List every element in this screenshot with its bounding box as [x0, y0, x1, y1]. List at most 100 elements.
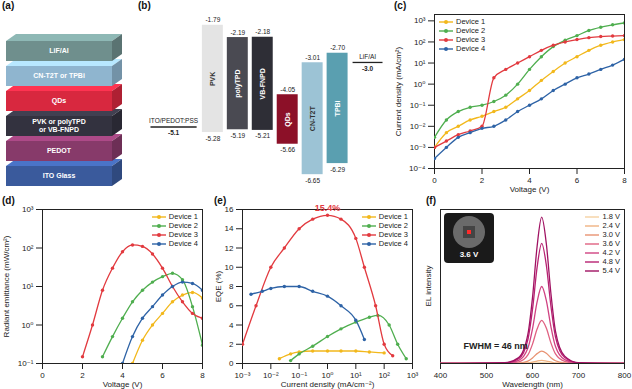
svg-text:LiF/Al: LiF/Al	[359, 53, 376, 60]
svg-text:-3.0: -3.0	[362, 65, 374, 72]
html-text:Device 2: Device 2	[456, 26, 486, 35]
svg-text:10⁻³: 10⁻³	[410, 143, 426, 152]
svg-text:10⁻²: 10⁻²	[410, 122, 426, 131]
svg-text:PVK or polyTPD: PVK or polyTPD	[32, 118, 86, 126]
svg-text:-2.18: -2.18	[255, 28, 270, 35]
svg-text:6: 6	[575, 176, 580, 185]
svg-text:-6.29: -6.29	[330, 166, 345, 173]
svg-text:0: 0	[229, 359, 234, 368]
html-text:Device 1: Device 1	[168, 212, 198, 221]
svg-text:8: 8	[200, 371, 205, 380]
svg-text:10⁻⁴: 10⁻⁴	[409, 164, 426, 173]
svg-text:-1.79: -1.79	[205, 16, 220, 23]
svg-text:6: 6	[229, 301, 234, 310]
html-text:Device 4: Device 4	[456, 44, 486, 53]
svg-text:Voltage (V): Voltage (V)	[103, 380, 143, 389]
svg-text:2: 2	[480, 176, 485, 185]
svg-text:Current density (mA/cm⁻²): Current density (mA/cm⁻²)	[281, 380, 375, 389]
svg-text:QDs: QDs	[284, 112, 292, 127]
svg-text:8: 8	[622, 176, 627, 185]
svg-text:15.4%: 15.4%	[315, 203, 341, 213]
svg-text:10¹: 10¹	[350, 371, 362, 381]
svg-text:10: 10	[225, 263, 234, 272]
svg-text:TPBi: TPBi	[334, 100, 341, 116]
svg-text:-5.1: -5.1	[168, 129, 180, 136]
svg-text:400: 400	[434, 371, 448, 380]
svg-text:10⁰: 10⁰	[321, 371, 334, 381]
svg-text:10¹: 10¹	[414, 59, 426, 68]
svg-text:PEDOT: PEDOT	[47, 147, 72, 154]
html-text:Device 4: Device 4	[168, 239, 198, 248]
svg-text:10⁻¹: 10⁻¹	[18, 359, 34, 368]
svg-text:Wavelength (nm): Wavelength (nm)	[502, 380, 563, 389]
html-text:3.6 V: 3.6 V	[459, 250, 479, 259]
svg-text:LiF/Al: LiF/Al	[49, 47, 68, 54]
svg-text:500: 500	[480, 371, 494, 380]
svg-text:10³: 10³	[22, 205, 34, 214]
html-text:Device 1: Device 1	[378, 212, 408, 221]
svg-text:0: 0	[432, 176, 437, 185]
svg-text:12: 12	[225, 244, 234, 253]
svg-text:0: 0	[40, 371, 45, 380]
html-text:Device 3: Device 3	[456, 35, 486, 44]
svg-text:-5.19: -5.19	[230, 132, 245, 139]
svg-text:FWHM = 46 nm: FWHM = 46 nm	[464, 341, 528, 351]
svg-text:10⁻¹: 10⁻¹	[410, 101, 426, 110]
svg-text:ITO/PEDOT:PSS: ITO/PEDOT:PSS	[149, 117, 199, 124]
svg-text:2: 2	[80, 371, 85, 380]
svg-text:10⁻³: 10⁻³	[235, 371, 251, 380]
html-text:Device 3: Device 3	[378, 230, 408, 239]
html-text:Device 2: Device 2	[168, 221, 198, 230]
svg-text:10⁻¹: 10⁻¹	[291, 371, 308, 381]
svg-text:ITO Glass: ITO Glass	[43, 172, 76, 179]
svg-text:or VB-FNPD: or VB-FNPD	[39, 126, 79, 133]
svg-text:800: 800	[618, 371, 632, 380]
svg-text:10²: 10²	[22, 244, 34, 253]
svg-text:8: 8	[229, 282, 234, 291]
html-text:Device 3: Device 3	[168, 230, 198, 239]
svg-text:-4.05: -4.05	[280, 86, 295, 93]
svg-text:VB-FNPD: VB-FNPD	[259, 68, 266, 99]
svg-text:10¹: 10¹	[22, 282, 34, 291]
svg-text:EQE (%): EQE (%)	[214, 270, 223, 302]
svg-text:600: 600	[525, 371, 540, 381]
svg-text:-2.70: -2.70	[330, 44, 345, 51]
svg-text:6: 6	[160, 371, 165, 380]
svg-text:10⁻²: 10⁻²	[263, 371, 279, 380]
html-text:(d): (d)	[2, 195, 15, 206]
svg-text:700: 700	[572, 371, 586, 380]
html-text:EL intensity: EL intensity	[424, 265, 433, 307]
html-text:Device 1: Device 1	[456, 17, 486, 26]
svg-text:CN-T2T or TPBi: CN-T2T or TPBi	[33, 72, 85, 79]
html-text:Device 4: Device 4	[378, 239, 408, 248]
svg-text:polyTPD: polyTPD	[234, 69, 242, 97]
svg-text:Radiant emittance (mW/cm²): Radiant emittance (mW/cm²)	[2, 235, 11, 337]
svg-text:14: 14	[225, 224, 234, 233]
html-text:(e): (e)	[214, 195, 227, 206]
svg-text:16: 16	[225, 205, 234, 214]
svg-text:-5.66: -5.66	[280, 146, 295, 153]
svg-text:10⁰: 10⁰	[413, 80, 425, 89]
svg-text:-2.19: -2.19	[230, 29, 245, 36]
html-text:Device 2: Device 2	[378, 221, 408, 230]
svg-text:10³: 10³	[414, 16, 426, 25]
svg-text:-6.65: -6.65	[305, 177, 320, 184]
svg-text:10²: 10²	[378, 371, 390, 380]
svg-text:-3.01: -3.01	[305, 54, 320, 61]
svg-text:-5.28: -5.28	[205, 135, 220, 142]
svg-text:PVK: PVK	[209, 72, 216, 86]
svg-text:-5.21: -5.21	[255, 132, 270, 139]
svg-text:CN-T2T: CN-T2T	[309, 106, 316, 132]
svg-text:10⁰: 10⁰	[21, 321, 33, 330]
html-text:(a): (a)	[2, 0, 15, 11]
html-text:(b): (b)	[138, 0, 151, 11]
html-text:(f): (f)	[426, 195, 436, 206]
svg-text:Current density (mA/cm²): Current density (mA/cm²)	[394, 46, 403, 136]
html-text:(c): (c)	[394, 0, 407, 11]
svg-text:QDs: QDs	[52, 97, 67, 105]
svg-text:10²: 10²	[414, 38, 426, 47]
svg-text:2: 2	[229, 340, 234, 349]
svg-text:4: 4	[229, 321, 234, 330]
svg-text:10³: 10³	[407, 371, 419, 380]
svg-text:Voltage (V): Voltage (V)	[510, 185, 550, 194]
